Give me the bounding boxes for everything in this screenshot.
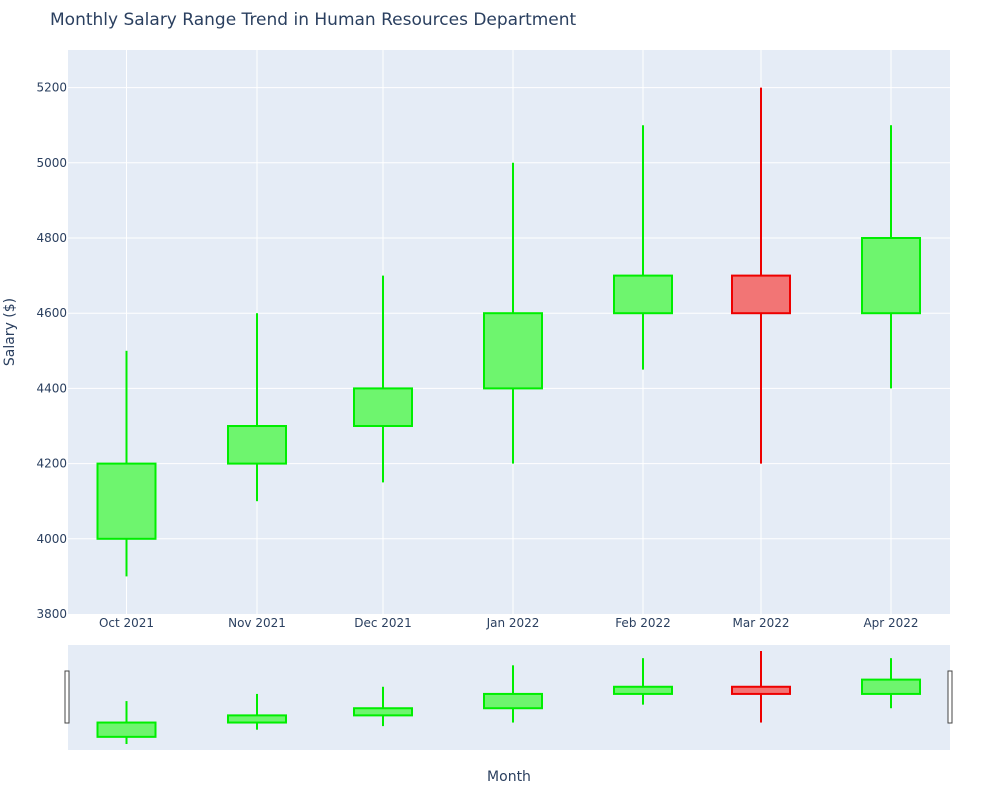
main-body xyxy=(227,425,287,465)
y-tick-label: 3800 xyxy=(36,607,67,621)
y-tick-label: 5200 xyxy=(36,81,67,95)
main-body xyxy=(731,274,791,315)
slider-body xyxy=(613,685,673,695)
y-axis-title: Salary ($) xyxy=(2,298,18,366)
x-tick-label: Feb 2022 xyxy=(615,616,671,630)
main-candle xyxy=(613,125,673,370)
x-tick-label: Oct 2021 xyxy=(99,616,154,630)
slider-candle xyxy=(861,658,921,709)
main-candle xyxy=(227,313,287,502)
main-candle xyxy=(731,87,791,464)
main-body xyxy=(483,312,543,390)
slider-body xyxy=(227,714,287,724)
main-candle xyxy=(96,350,157,577)
slider-candle xyxy=(613,658,673,705)
chart-title: Monthly Salary Range Trend in Human Reso… xyxy=(50,10,577,30)
main-candle xyxy=(353,275,413,483)
main-body xyxy=(353,387,413,427)
slider-candle xyxy=(353,686,413,727)
x-tick-label: Nov 2021 xyxy=(228,616,286,630)
range-slider-left-handle[interactable] xyxy=(64,670,70,724)
range-slider-candles xyxy=(96,651,921,744)
y-tick-label: 4400 xyxy=(36,381,67,395)
x-tick-label: Mar 2022 xyxy=(733,616,790,630)
slider-body xyxy=(483,692,543,710)
y-tick-label: 4600 xyxy=(36,306,67,320)
y-tick-label: 4000 xyxy=(36,532,67,546)
x-tick-label: Apr 2022 xyxy=(863,616,918,630)
y-tick-label: 4200 xyxy=(36,457,67,471)
slider-candle xyxy=(731,651,791,723)
x-axis-title: Month xyxy=(487,769,531,785)
slider-candle xyxy=(483,665,543,723)
candlestick-series xyxy=(96,87,921,577)
slider-body xyxy=(731,685,791,695)
slider-candle xyxy=(96,701,157,744)
y-tick-label: 4800 xyxy=(36,231,67,245)
range-slider-right-handle[interactable] xyxy=(947,670,953,724)
main-candle xyxy=(861,125,921,389)
x-tick-label: Dec 2021 xyxy=(354,616,412,630)
main-body xyxy=(861,237,921,315)
slider-body xyxy=(96,721,157,738)
main-body xyxy=(613,274,673,315)
slider-candle xyxy=(227,693,287,730)
slider-body xyxy=(353,707,413,717)
x-axis-ticks: Oct 2021 Nov 2021 Dec 2021 Jan 2022 Feb 2022… xyxy=(99,616,919,630)
main-candle xyxy=(483,162,543,464)
slider-body xyxy=(861,678,921,695)
y-axis-ticks: 3800 4000 4200 4400 4600 4800 5000 5200 xyxy=(36,81,67,621)
main-body xyxy=(96,462,157,540)
y-tick-label: 5000 xyxy=(36,156,67,170)
x-tick-label: Jan 2022 xyxy=(486,616,540,630)
